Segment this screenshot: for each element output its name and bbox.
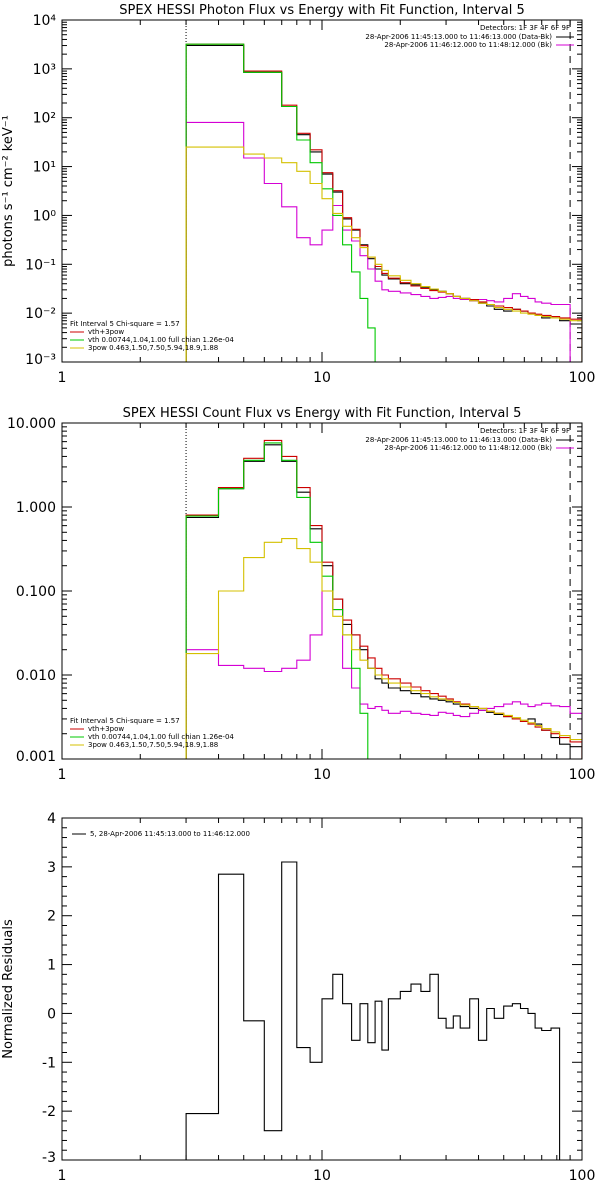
y-tick-label: -1 bbox=[42, 1055, 56, 1071]
y-tick-label: 10.000 bbox=[7, 416, 56, 432]
series-line-5 bbox=[185, 146, 582, 362]
x-tick-label: 100 bbox=[569, 767, 596, 783]
y-tick-label: 10⁴ bbox=[33, 13, 57, 29]
x-tick-label: 10 bbox=[313, 767, 331, 783]
x-tick-label: 10 bbox=[313, 1168, 331, 1184]
y-tick-label: 0.001 bbox=[16, 749, 56, 765]
legend-entry-label: 28-Apr-2006 11:45:13.000 to 11:46:13.000… bbox=[365, 33, 552, 41]
legend-entry-label: vth+3pow bbox=[88, 328, 124, 336]
series-line-4 bbox=[185, 43, 376, 362]
series-line-2 bbox=[185, 590, 582, 759]
y-tick-label: 4 bbox=[47, 811, 56, 827]
y-tick-label: -3 bbox=[42, 1150, 56, 1166]
y-tick-label: 10⁻² bbox=[25, 306, 56, 322]
legend-header: Detectors: 1F 3F 4F 6F 9F bbox=[480, 427, 570, 435]
y-axis-label: Normalized Residuals bbox=[1, 919, 16, 1059]
legend-entry-label: 3pow 0.463,1.50,7.50,5.94,18.9,1.88 bbox=[88, 344, 218, 352]
plot-frame bbox=[61, 422, 583, 760]
y-tick-label: -2 bbox=[42, 1104, 56, 1120]
legend-entry-label: vth 0.00744,1.04,1.00 full chian 1.26e-0… bbox=[88, 733, 234, 741]
y-tick-label: 0 bbox=[47, 1006, 56, 1022]
legend-entry-label: 28-Apr-2006 11:46:12.000 to 11:48:12.000… bbox=[384, 444, 552, 452]
y-tick-label: 10⁻³ bbox=[25, 352, 56, 368]
legend-entry-label: 28-Apr-2006 11:45:13.000 to 11:46:13.000… bbox=[365, 436, 552, 444]
y-tick-label: 10² bbox=[33, 111, 56, 127]
chart-panel-3: Normalized Residuals 1 10 100 -3 -2 -1 0 1 2 3 4 5, … bbox=[1, 811, 596, 1184]
series-line-5 bbox=[185, 538, 582, 759]
series-line-1 bbox=[185, 861, 561, 1160]
x-tick-label: 1 bbox=[58, 1168, 67, 1184]
plot-frame bbox=[61, 19, 583, 363]
y-tick-label: 3 bbox=[47, 860, 56, 876]
y-tick-label: 10⁰ bbox=[33, 208, 57, 224]
plot-frame bbox=[61, 817, 583, 1161]
series-line-1 bbox=[185, 444, 582, 759]
legend-header: Detectors: 1F 3F 4F 6F 9F bbox=[480, 24, 570, 32]
legend-header: Fit Interval 5 Chi-square = 1.57 bbox=[70, 717, 180, 725]
legend-entry-label: vth+3pow bbox=[88, 725, 124, 733]
y-tick-label: 1 bbox=[47, 958, 56, 974]
y-tick-label: 10³ bbox=[33, 62, 56, 78]
y-tick-label: 1.000 bbox=[16, 500, 56, 516]
x-tick-label: 10 bbox=[313, 370, 331, 386]
x-axis-ticks bbox=[61, 818, 583, 1160]
series-line-4 bbox=[185, 442, 369, 759]
legend-entry-label: vth 0.00744,1.04,1.00 full chian 1.26e-0… bbox=[88, 336, 234, 344]
y-axis-ticks bbox=[62, 817, 582, 1161]
chart-title: SPEX HESSI Count Flux vs Energy with Fit… bbox=[123, 406, 522, 421]
y-tick-label: 2 bbox=[47, 909, 56, 925]
chart-title: SPEX HESSI Photon Flux vs Energy with Fi… bbox=[119, 3, 525, 18]
y-axis-ticks bbox=[62, 422, 582, 760]
x-tick-label: 1 bbox=[58, 767, 67, 783]
series-line-3 bbox=[185, 43, 582, 362]
legend-header: Fit Interval 5 Chi-square = 1.57 bbox=[70, 320, 180, 328]
series-line-1 bbox=[185, 44, 582, 362]
chart-panel-2: SPEX HESSI Count Flux vs Energy with Fit… bbox=[7, 406, 596, 783]
y-axis-ticks bbox=[62, 19, 582, 363]
y-tick-label: 10¹ bbox=[33, 160, 56, 176]
x-tick-label: 100 bbox=[569, 1168, 596, 1184]
legend-entry-label: 28-Apr-2006 11:46:12.000 to 11:48:12.000… bbox=[384, 41, 552, 49]
y-tick-label: 0.100 bbox=[16, 584, 56, 600]
y-axis-label: photons s⁻¹ cm⁻² keV⁻¹ bbox=[1, 115, 16, 267]
y-tick-label: 0.010 bbox=[16, 668, 56, 684]
legend-entry-label: 5, 28-Apr-2006 11:45:13.000 to 11:46:12.… bbox=[90, 830, 250, 838]
x-tick-label: 1 bbox=[58, 370, 67, 386]
series-line-3 bbox=[185, 439, 582, 759]
legend-entry-label: 3pow 0.463,1.50,7.50,5.94,18.9,1.88 bbox=[88, 741, 218, 749]
y-tick-label: 10⁻¹ bbox=[25, 257, 56, 273]
x-tick-label: 100 bbox=[569, 370, 596, 386]
series-line-2 bbox=[185, 121, 582, 362]
chart-panel-1: SPEX HESSI Photon Flux vs Energy with Fi… bbox=[1, 3, 596, 386]
